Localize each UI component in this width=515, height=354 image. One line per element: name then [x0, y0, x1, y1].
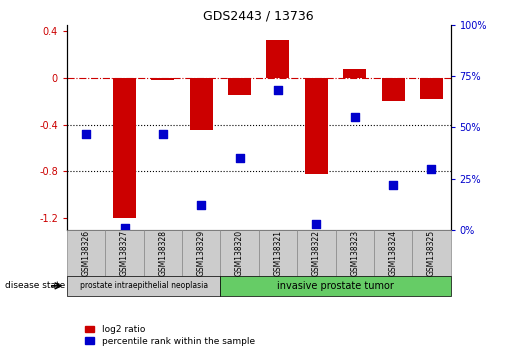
Point	[274, 88, 282, 93]
Point	[235, 155, 244, 161]
Text: disease state: disease state	[5, 281, 65, 290]
Point	[312, 221, 320, 227]
Point	[197, 202, 205, 208]
Point	[121, 225, 129, 231]
Bar	[266, 40, 289, 78]
Text: GSM138320: GSM138320	[235, 230, 244, 276]
Bar	[113, 78, 136, 218]
Point	[351, 114, 359, 120]
Bar	[420, 78, 443, 99]
Bar	[151, 78, 175, 80]
Text: GSM138324: GSM138324	[389, 230, 398, 276]
Text: GSM138326: GSM138326	[82, 230, 91, 276]
Text: GSM138327: GSM138327	[120, 230, 129, 276]
Bar	[382, 78, 405, 101]
Bar	[305, 78, 328, 174]
Text: GSM138325: GSM138325	[427, 230, 436, 276]
Bar	[190, 78, 213, 130]
Title: GDS2443 / 13736: GDS2443 / 13736	[203, 9, 314, 22]
Text: GSM138328: GSM138328	[159, 230, 167, 276]
Text: GSM138321: GSM138321	[273, 230, 282, 276]
Text: GSM138329: GSM138329	[197, 230, 205, 276]
Point	[389, 182, 397, 188]
Bar	[343, 69, 366, 78]
Text: invasive prostate tumor: invasive prostate tumor	[277, 281, 394, 291]
Point	[159, 131, 167, 136]
Point	[82, 131, 90, 136]
Bar	[228, 78, 251, 95]
Text: prostate intraepithelial neoplasia: prostate intraepithelial neoplasia	[80, 281, 208, 290]
Text: GSM138322: GSM138322	[312, 230, 321, 276]
Legend: log2 ratio, percentile rank within the sample: log2 ratio, percentile rank within the s…	[82, 321, 259, 349]
Point	[427, 166, 436, 171]
Text: GSM138323: GSM138323	[350, 230, 359, 276]
